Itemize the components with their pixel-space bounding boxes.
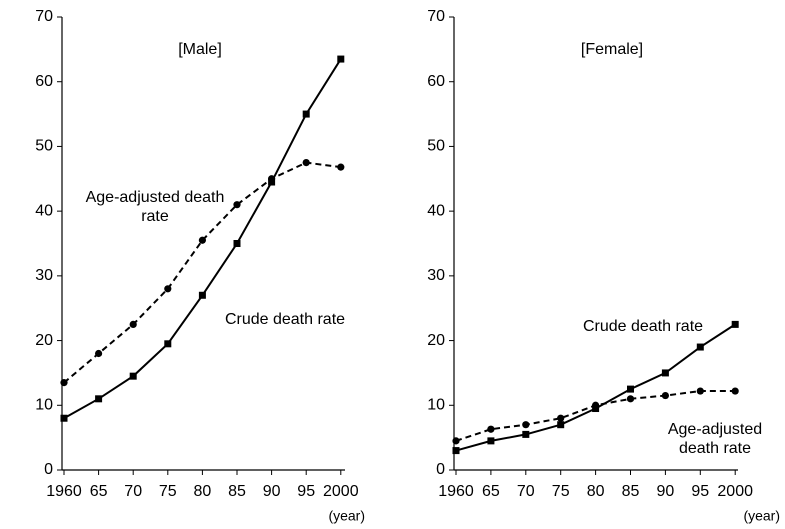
marker	[592, 401, 600, 409]
y-tick-label: 70	[427, 8, 445, 25]
chart-title: [Female]	[581, 41, 643, 58]
marker	[198, 291, 206, 299]
marker	[731, 387, 739, 395]
x-tick-label: 2000	[717, 483, 753, 500]
x-tick-label: 90	[263, 483, 281, 500]
x-tick-label: 85	[228, 483, 246, 500]
x-axis-label: (year)	[328, 508, 365, 524]
marker	[60, 414, 68, 422]
x-tick-label: 70	[124, 483, 142, 500]
marker	[696, 343, 704, 351]
x-tick-label: 65	[482, 483, 500, 500]
x-tick-label: 95	[691, 483, 709, 500]
y-tick-label: 40	[35, 202, 53, 219]
marker	[557, 414, 565, 422]
marker	[302, 110, 310, 118]
y-tick-label: 20	[427, 332, 445, 349]
y-tick-label: 0	[44, 461, 53, 478]
marker	[731, 320, 739, 328]
marker	[337, 163, 345, 171]
y-tick-label: 50	[35, 138, 53, 155]
marker	[487, 437, 495, 445]
marker	[661, 369, 669, 377]
x-tick-label: 80	[194, 483, 212, 500]
x-tick-label: 75	[159, 483, 177, 500]
marker	[164, 285, 172, 293]
x-tick-label: 75	[552, 483, 570, 500]
marker	[452, 437, 460, 445]
y-tick-label: 20	[35, 332, 53, 349]
marker	[95, 395, 103, 403]
x-tick-label: 95	[297, 483, 315, 500]
y-tick-label: 30	[35, 267, 53, 284]
x-tick-label: 85	[622, 483, 640, 500]
marker	[452, 447, 460, 455]
marker	[198, 236, 206, 244]
marker	[487, 425, 495, 433]
x-tick-label: 1960	[438, 483, 474, 500]
series-line	[63, 161, 341, 384]
y-tick-label: 60	[427, 73, 445, 90]
marker	[129, 320, 137, 328]
marker	[522, 430, 530, 438]
series-label: Age-adjusted death rate	[667, 421, 763, 457]
y-tick-label: 10	[427, 397, 445, 414]
series-label: Crude death rate	[224, 311, 346, 328]
marker	[557, 421, 565, 429]
x-tick-label: 2000	[323, 483, 359, 500]
marker	[627, 385, 634, 393]
x-tick-label: 90	[657, 483, 675, 500]
x-axis-label: (year)	[743, 508, 780, 524]
y-tick-label: 50	[427, 138, 445, 155]
marker	[302, 159, 310, 167]
marker	[268, 175, 276, 183]
marker	[164, 340, 172, 348]
y-tick-label: 0	[436, 461, 445, 478]
marker	[661, 391, 670, 400]
marker	[129, 372, 137, 380]
series-label: Age-adjusted death rate	[85, 189, 225, 225]
x-tick-label: 70	[517, 483, 535, 500]
y-tick-label: 30	[427, 267, 445, 284]
x-tick-label: 65	[90, 483, 108, 500]
marker	[233, 201, 241, 209]
x-tick-label: 1960	[46, 483, 82, 500]
chart-title: [Male]	[178, 41, 222, 58]
marker	[626, 395, 635, 403]
marker	[696, 387, 704, 395]
y-tick-label: 60	[35, 73, 53, 90]
marker	[337, 55, 345, 63]
marker	[60, 379, 68, 387]
y-tick-label: 70	[35, 8, 53, 25]
y-tick-label: 40	[427, 202, 445, 219]
x-tick-label: 80	[587, 483, 605, 500]
y-tick-label: 10	[35, 397, 53, 414]
marker	[233, 240, 241, 247]
marker	[522, 421, 530, 429]
series-label: Crude death rate	[582, 318, 704, 335]
marker	[95, 349, 103, 358]
